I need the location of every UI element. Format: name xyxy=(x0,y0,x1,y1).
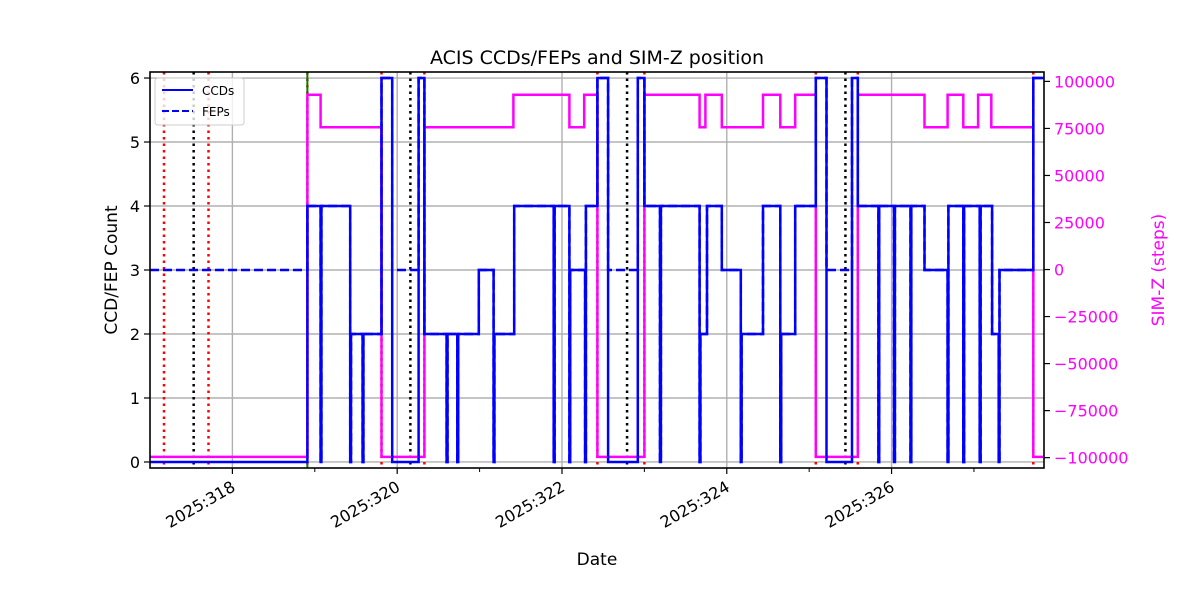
y2-axis-label: SIM-Z (steps) xyxy=(1149,214,1169,327)
series-ccds-line xyxy=(150,76,1044,464)
legend-ccds-label: CCDs xyxy=(202,84,234,98)
y2-tick-label: −25000 xyxy=(1054,308,1118,327)
y-axis-label: CCD/FEP Count xyxy=(102,205,122,335)
y-tick-label: 0 xyxy=(130,453,140,472)
x-tick-label: 2025:326 xyxy=(822,477,898,532)
y2-tick-label: 50000 xyxy=(1054,166,1105,185)
y2-tick-label: −50000 xyxy=(1054,355,1118,374)
x-tick-label: 2025:324 xyxy=(657,477,733,532)
y-axis-right: −100000 −75000 −50000 −25000 0 25000 50000 7500… xyxy=(1044,72,1128,468)
chart-title: ACIS CCDs/FEPs and SIM-Z position xyxy=(430,47,764,69)
legend: CCDs FEPs xyxy=(154,77,245,126)
x-axis: 2025:318 2025:320 2025:322 2025:324 2025:326 xyxy=(163,468,975,532)
y-tick-label: 3 xyxy=(130,261,140,280)
y-tick-label: 4 xyxy=(130,197,140,216)
y-tick-label: 6 xyxy=(130,69,140,88)
y2-tick-label: −75000 xyxy=(1054,402,1118,421)
y2-tick-label: −100000 xyxy=(1054,449,1128,468)
y2-tick-label: 100000 xyxy=(1054,72,1115,91)
y-tick-label: 1 xyxy=(130,389,140,408)
x-tick-label: 2025:322 xyxy=(492,477,568,532)
y2-tick-label: 25000 xyxy=(1054,213,1105,232)
y-tick-label: 5 xyxy=(130,133,140,152)
y-axis-left: 0 1 2 3 4 5 6 xyxy=(130,69,150,472)
legend-feps-label: FEPs xyxy=(202,105,230,119)
y2-tick-label: 0 xyxy=(1054,261,1064,280)
y-tick-label: 2 xyxy=(130,325,140,344)
y2-tick-label: 75000 xyxy=(1054,119,1105,138)
x-axis-label: Date xyxy=(577,550,618,570)
x-tick-label: 2025:318 xyxy=(163,477,239,532)
x-tick-label: 2025:320 xyxy=(327,477,403,532)
series-lines xyxy=(150,76,1044,464)
